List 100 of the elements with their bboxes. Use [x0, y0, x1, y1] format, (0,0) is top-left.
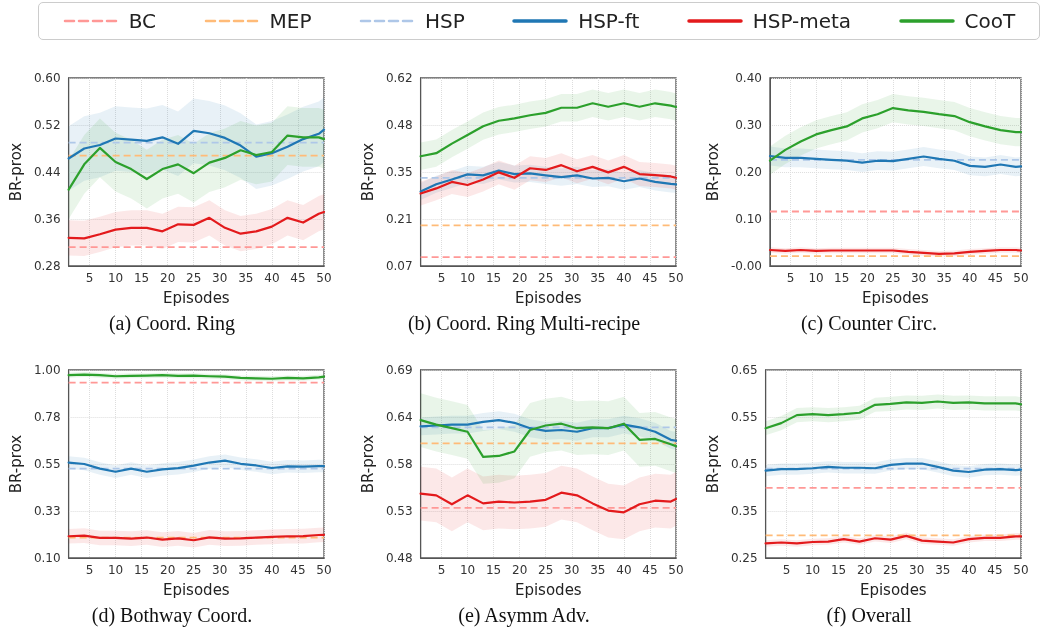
x-tick-label: 30: [564, 563, 580, 577]
y-axis-title: BR-prox: [358, 434, 377, 494]
y-axis-title: BR-prox: [703, 142, 722, 202]
x-tick-label: 40: [961, 563, 977, 577]
x-tick-label: 45: [642, 271, 658, 285]
y-tick-label: 0.60: [33, 71, 61, 85]
x-tick-label: 10: [459, 271, 476, 285]
line-series: [67, 128, 326, 160]
x-tick-label: 15: [834, 271, 850, 285]
line-series: [419, 102, 678, 158]
x-tick-label: 5: [782, 563, 791, 577]
y-tick-label: 0.45: [730, 457, 758, 471]
y-tick-label: 0.07: [385, 259, 413, 273]
x-tick-label: 50: [1013, 563, 1029, 577]
y-tick-label: 0.25: [730, 551, 758, 565]
x-tick-label: 20: [512, 271, 528, 285]
text: (b) Coord. Ring Multi-recipe: [406, 312, 642, 335]
x-tick-label: 35: [238, 563, 254, 577]
x-tick-label: 35: [238, 271, 254, 285]
x-tick-label: 45: [642, 563, 658, 577]
x-tick-label: 50: [668, 563, 684, 577]
x-axis-title: Episodes: [859, 580, 927, 599]
y-tick-label: 0.28: [33, 259, 61, 273]
y-tick-label: 1.00: [33, 363, 61, 377]
x-tick-label: 30: [564, 271, 580, 285]
x-tick-label: 5: [437, 563, 446, 577]
x-tick-label: 50: [316, 563, 332, 577]
x-tick-label: 45: [290, 271, 306, 285]
x-tick-label: 50: [668, 271, 684, 285]
x-tick-label: 35: [590, 563, 606, 577]
y-tick-label: 0.65: [730, 363, 758, 377]
line-series: [419, 419, 678, 442]
x-tick-label: 25: [538, 271, 554, 285]
x-tick-label: 40: [962, 271, 978, 285]
x-tick-label: 20: [857, 563, 873, 577]
x-tick-label: 45: [987, 271, 1004, 285]
x-tick-label: 45: [290, 563, 306, 577]
x-tick-label: 35: [935, 563, 951, 577]
x-tick-label: 5: [85, 271, 94, 285]
x-tick-label: 5: [437, 271, 446, 285]
x-tick-label: 40: [616, 563, 632, 577]
y-tick-label: 0.48: [385, 118, 413, 132]
x-tick-label: 40: [264, 563, 280, 577]
y-axis-title: BR-prox: [703, 434, 722, 494]
x-tick-label: 35: [936, 271, 952, 285]
legend-label: HSP-meta: [752, 9, 852, 33]
x-tick-label: 30: [910, 271, 927, 285]
y-tick-label: 0.55: [33, 457, 61, 471]
x-tick-label: 10: [107, 271, 124, 285]
y-tick-label: -0.00: [730, 259, 762, 273]
x-tick-label: 10: [808, 271, 824, 285]
y-tick-label: 0.33: [33, 504, 61, 518]
x-tick-label: 45: [987, 563, 1003, 577]
y-tick-label: 0.69: [385, 363, 413, 377]
x-tick-label: 30: [909, 563, 925, 577]
x-tick-label: 30: [212, 563, 228, 577]
x-tick-label: 50: [316, 271, 332, 285]
legend-label: HSP: [424, 9, 465, 33]
x-tick-label: 5: [786, 271, 795, 285]
line-series: [67, 459, 326, 473]
line-series: [67, 134, 326, 191]
legend-label: MEP: [269, 9, 312, 33]
x-tick-label: 15: [133, 563, 150, 577]
text: (f) Overall: [825, 604, 913, 627]
x-tick-label: 20: [160, 271, 176, 285]
x-tick-label: 15: [485, 271, 502, 285]
x-tick-label: 25: [538, 563, 554, 577]
line-series: [67, 210, 326, 240]
y-tick-label: 0.62: [385, 71, 413, 85]
text: (c) Counter Circ.: [799, 312, 939, 335]
y-tick-label: 0.21: [385, 212, 413, 226]
x-tick-label: 15: [485, 563, 502, 577]
x-tick-label: 15: [830, 563, 847, 577]
x-tick-label: 5: [85, 563, 94, 577]
line-series: [768, 106, 1023, 162]
x-axis-title: Episodes: [162, 580, 230, 599]
x-tick-label: 25: [885, 271, 901, 285]
x-tick-label: 30: [212, 271, 228, 285]
line-series: [768, 154, 1023, 168]
y-tick-label: 0.78: [33, 410, 61, 424]
text: (a) Coord. Ring: [107, 312, 237, 335]
y-tick-label: 0.35: [730, 504, 758, 518]
y-tick-label: 0.35: [385, 165, 413, 179]
y-tick-label: 0.40: [735, 71, 762, 85]
x-tick-label: 40: [616, 271, 632, 285]
x-tick-label: 15: [133, 271, 150, 285]
line-series: [419, 491, 678, 514]
y-axis-title: BR-prox: [6, 434, 25, 494]
x-axis-title: Episodes: [862, 288, 930, 307]
x-axis-title: Episodes: [514, 580, 582, 599]
y-tick-label: 0.44: [33, 165, 61, 179]
legend-label: BC: [128, 9, 157, 33]
line-series: [419, 419, 678, 458]
y-tick-label: 0.64: [385, 410, 413, 424]
line-series: [764, 400, 1023, 430]
x-tick-label: 50: [1013, 271, 1029, 285]
y-axis-title: BR-prox: [358, 142, 377, 202]
x-tick-label: 20: [160, 563, 176, 577]
y-tick-label: 0.10: [735, 212, 762, 226]
x-tick-label: 10: [107, 563, 124, 577]
